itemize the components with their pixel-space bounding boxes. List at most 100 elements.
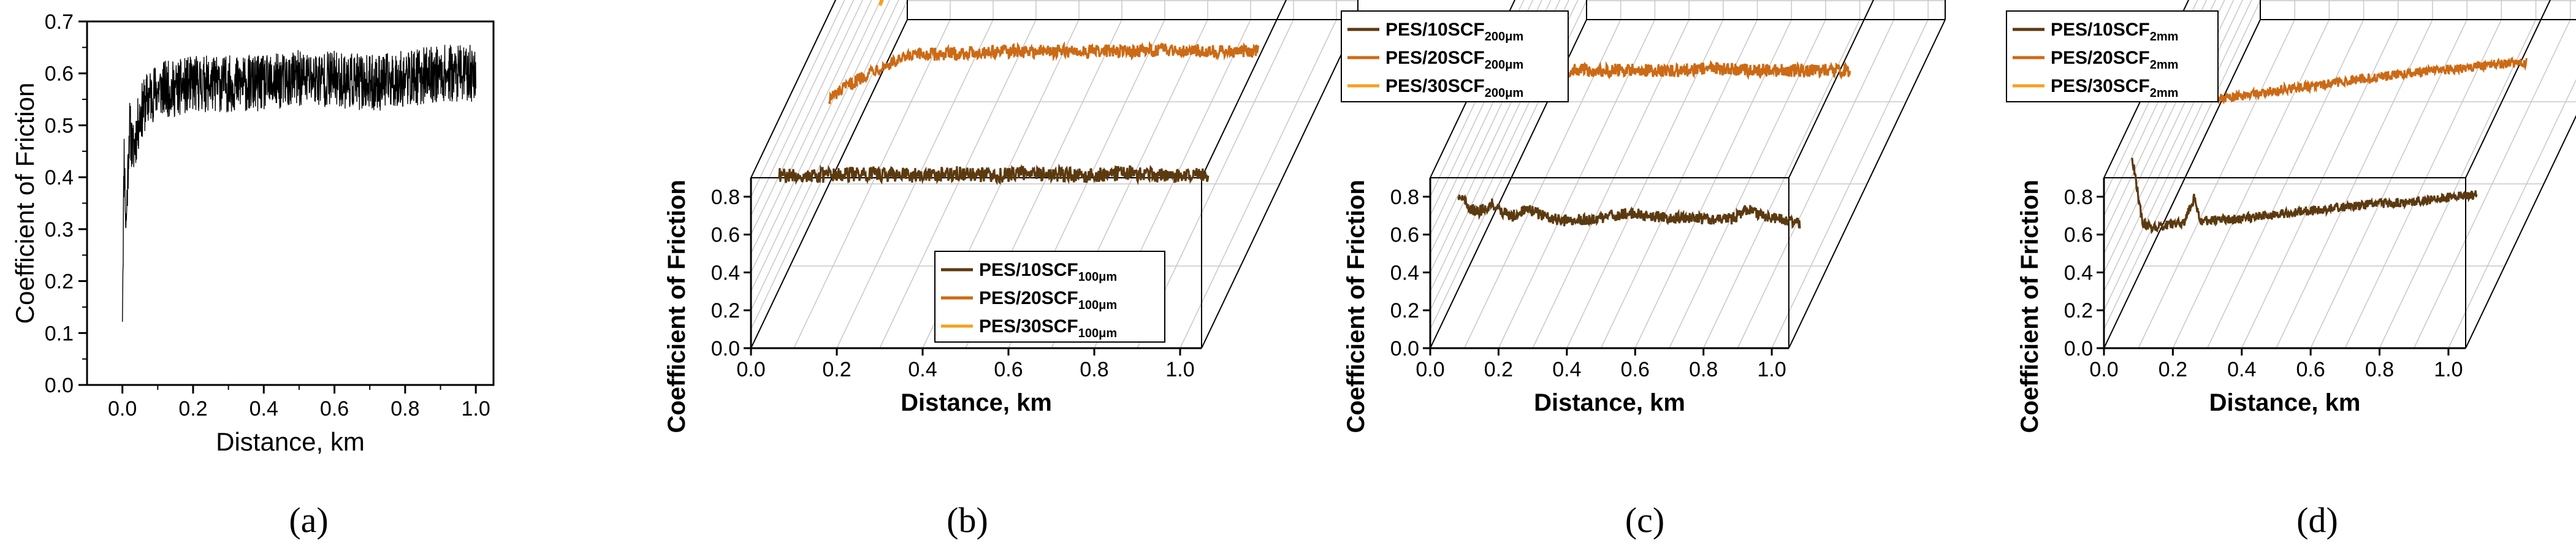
x-tick-label: 0.6 bbox=[320, 397, 349, 421]
x-tick-label: 1.0 bbox=[2434, 358, 2463, 381]
x-axis-label: Distance, km bbox=[2209, 389, 2361, 416]
x-tick-label: 0.4 bbox=[250, 397, 278, 421]
x-tick-label: 0.6 bbox=[994, 358, 1023, 381]
y-tick-label: 0.2 bbox=[2064, 299, 2093, 322]
legend-entry-subscript: 200μm bbox=[1485, 58, 1523, 72]
box-edge bbox=[750, 0, 837, 178]
x-tick-label: 0.4 bbox=[1552, 358, 1581, 381]
box-edge bbox=[1788, 0, 1875, 178]
panel-label: (b) bbox=[947, 500, 988, 540]
legend-entry: PES/10SCF2mm bbox=[2051, 20, 2178, 44]
legend-entry-name: PES/10SCF bbox=[1385, 20, 1485, 40]
y-tick-label: 0.4 bbox=[45, 166, 74, 189]
x-tick-label: 0.0 bbox=[2089, 358, 2118, 381]
box-edge bbox=[1201, 0, 1287, 178]
legend-entry-name: PES/20SCF bbox=[2051, 48, 2150, 68]
legend-entry: PES/30SCF2mm bbox=[2051, 76, 2178, 100]
y-tick-label: 0.0 bbox=[1390, 337, 1419, 360]
legend-entry-name: PES/10SCF bbox=[979, 260, 1078, 280]
series-line bbox=[2181, 37, 2528, 105]
panel-c: 0.0 0.2 0.4 0.6 0.8 0.0 0.2 0.4 0.6 0.8 1.0 Distanc… bbox=[1341, 0, 1946, 540]
grid-line bbox=[750, 0, 872, 254]
x-tick-label: 1.0 bbox=[1758, 358, 1786, 381]
y-axis-label: Coefficient of Friction bbox=[2016, 180, 2043, 433]
panel-a: 0.0 0.1 0.2 0.3 0.4 0.5 0.6 0.7 0.0 0.2 0.4 0.6 0.8 1… bbox=[10, 10, 495, 540]
x-tick-label: 0.2 bbox=[1484, 358, 1513, 381]
y-tick-label: 0.2 bbox=[711, 299, 740, 322]
y-axis-label: Coefficient of Friction bbox=[1343, 180, 1370, 433]
y-tick-label: 0.0 bbox=[711, 337, 740, 360]
legend-entry-subscript: 2mm bbox=[2150, 86, 2179, 100]
y-tick-label: 0.0 bbox=[45, 374, 74, 397]
y-tick-label: 0.4 bbox=[1390, 261, 1419, 284]
x-tick-label: 0.0 bbox=[1416, 358, 1444, 381]
y-tick-label: 0.5 bbox=[45, 114, 74, 137]
y-tick-label: 0.8 bbox=[2064, 186, 2093, 209]
x-tick-label: 0.2 bbox=[822, 358, 851, 381]
y-tick-label: 0.4 bbox=[2064, 261, 2093, 284]
y-tick-label: 0.7 bbox=[45, 10, 74, 34]
y-tick-label: 0.8 bbox=[711, 186, 740, 209]
panel-label: (d) bbox=[2296, 500, 2338, 540]
box-edge bbox=[1201, 19, 1358, 349]
legend-entry-name: PES/10SCF bbox=[2051, 20, 2150, 40]
legend-entry: PES/30SCF100μm bbox=[979, 316, 1117, 340]
series-line bbox=[122, 45, 476, 322]
panel-b: 0.0 0.2 0.4 0.6 0.8 0.0 0.2 0.4 0.6 0.8 1.0 Distanc… bbox=[663, 0, 1358, 540]
legend-entry-name: PES/30SCF bbox=[2051, 76, 2150, 96]
grid-line bbox=[2103, 0, 2252, 311]
x-tick-label: 0.0 bbox=[108, 397, 137, 421]
grid-line bbox=[2103, 0, 2243, 292]
y-tick-label: 0.2 bbox=[45, 270, 74, 294]
legend-box bbox=[934, 251, 1165, 343]
legend-entry-subscript: 200μm bbox=[1485, 30, 1523, 44]
series-line bbox=[1457, 194, 1801, 229]
x-tick-label: 1.0 bbox=[462, 397, 490, 421]
grid-line bbox=[750, 0, 863, 235]
x-tick-label: 0.4 bbox=[908, 358, 937, 381]
grid-line bbox=[1430, 0, 1561, 273]
legend-entry-subscript: 100μm bbox=[1078, 299, 1117, 312]
grid-line bbox=[2103, 0, 2235, 273]
x-tick-label: 0.8 bbox=[1080, 358, 1108, 381]
z-axis-line bbox=[750, 19, 908, 349]
legend-entry: PES/20SCF200μm bbox=[1385, 48, 1523, 72]
y-tick-label: 0.6 bbox=[1390, 224, 1419, 247]
x-tick-label: 0.0 bbox=[736, 358, 765, 381]
panel-label: (c) bbox=[1625, 500, 1664, 540]
legend-entry-subscript: 200μm bbox=[1485, 86, 1523, 100]
y-axis-label: Coefficient of Friction bbox=[10, 83, 39, 324]
y-tick-label: 0.3 bbox=[45, 218, 74, 242]
legend-entry: PES/20SCF2mm bbox=[2051, 48, 2178, 72]
box-edge bbox=[1788, 19, 1946, 349]
y-tick-label: 0.6 bbox=[45, 63, 74, 86]
panel-label: (a) bbox=[289, 500, 328, 540]
x-tick-label: 0.2 bbox=[178, 397, 207, 421]
x-tick-label: 0.8 bbox=[1689, 358, 1718, 381]
y-axis-label: Coefficient of Friction bbox=[663, 180, 690, 433]
y-tick-label: 0.2 bbox=[1390, 299, 1419, 322]
grid-line bbox=[750, 0, 899, 311]
legend-entry-name: PES/20SCF bbox=[979, 288, 1078, 308]
z-axis-line bbox=[2103, 19, 2261, 349]
x-tick-label: 0.8 bbox=[2365, 358, 2394, 381]
grid-line bbox=[2103, 0, 2261, 330]
x-tick-label: 0.8 bbox=[391, 397, 419, 421]
grid-line bbox=[750, 0, 855, 216]
x-axis-label: Distance, km bbox=[216, 427, 365, 456]
x-tick-label: 0.2 bbox=[2159, 358, 2187, 381]
y-tick-label: 0.1 bbox=[45, 322, 74, 345]
y-tick-label: 0.0 bbox=[2064, 337, 2093, 360]
y-tick-label: 0.6 bbox=[2064, 224, 2093, 247]
legend-entry: PES/20SCF100μm bbox=[979, 288, 1117, 312]
legend: PES/10SCF100μmPES/20SCF100μmPES/30SCF100… bbox=[934, 251, 1165, 343]
y-tick-label: 0.8 bbox=[1390, 186, 1419, 209]
series-line bbox=[2131, 158, 2478, 235]
legend-entry-subscript: 2mm bbox=[2150, 58, 2179, 72]
series-line bbox=[778, 163, 1210, 186]
series-line bbox=[828, 40, 1260, 104]
legend-entry: PES/30SCF200μm bbox=[1385, 76, 1523, 100]
legend-entry-subscript: 100μm bbox=[1078, 327, 1117, 340]
